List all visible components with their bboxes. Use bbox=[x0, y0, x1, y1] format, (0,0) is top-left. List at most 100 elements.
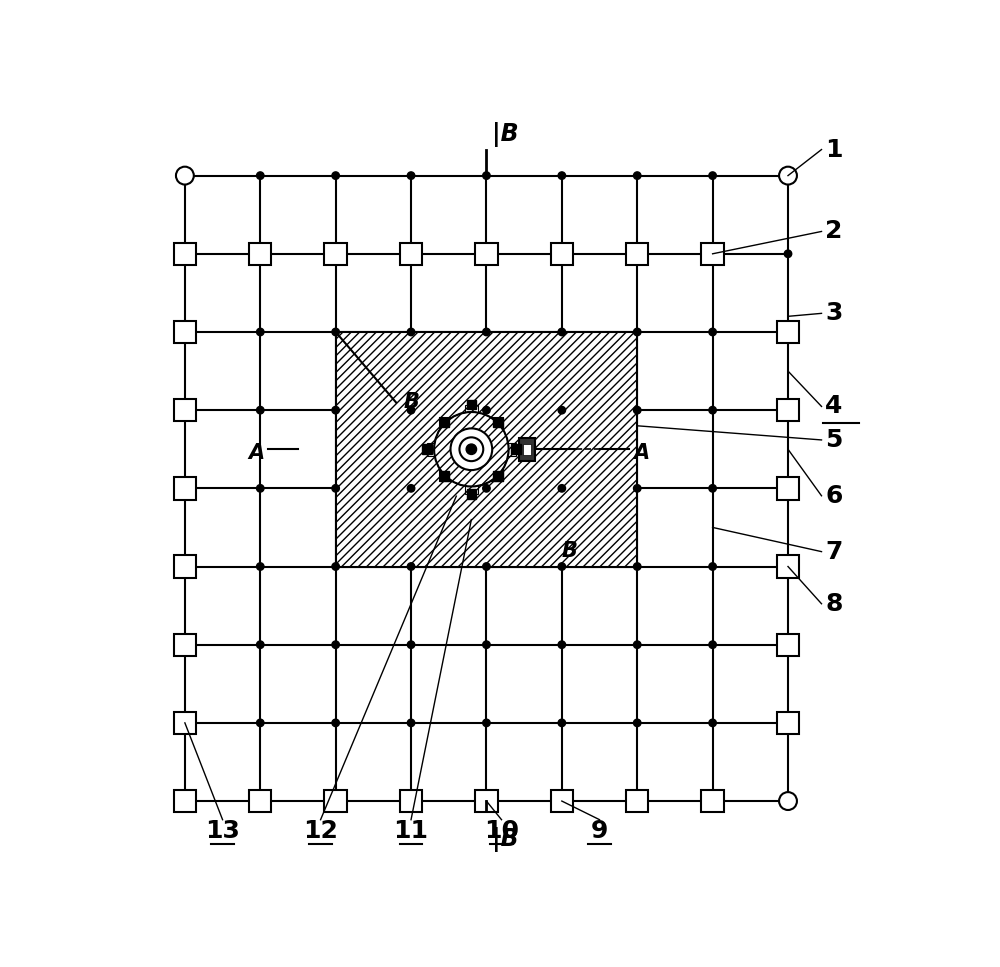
Circle shape bbox=[483, 328, 490, 336]
Bar bbox=[777, 477, 799, 500]
Circle shape bbox=[407, 641, 415, 649]
Bar bbox=[511, 445, 521, 454]
Circle shape bbox=[633, 798, 641, 805]
Circle shape bbox=[181, 641, 189, 649]
Circle shape bbox=[181, 719, 189, 726]
Circle shape bbox=[633, 719, 641, 726]
Circle shape bbox=[483, 172, 490, 179]
Circle shape bbox=[257, 328, 264, 336]
Bar bbox=[777, 633, 799, 656]
Circle shape bbox=[558, 798, 566, 805]
Bar bbox=[440, 471, 449, 481]
Circle shape bbox=[407, 798, 415, 805]
Circle shape bbox=[407, 250, 415, 257]
Circle shape bbox=[257, 641, 264, 649]
Text: 9: 9 bbox=[591, 819, 608, 843]
Bar bbox=[777, 399, 799, 422]
Bar bbox=[400, 790, 422, 812]
Bar bbox=[427, 443, 516, 456]
Bar bbox=[440, 418, 503, 481]
Bar bbox=[493, 471, 503, 481]
Circle shape bbox=[784, 406, 792, 414]
Bar bbox=[249, 243, 271, 265]
Bar bbox=[626, 243, 648, 265]
Circle shape bbox=[451, 428, 492, 470]
Bar bbox=[324, 243, 347, 265]
Circle shape bbox=[483, 563, 490, 571]
Circle shape bbox=[779, 792, 797, 810]
Circle shape bbox=[407, 563, 415, 571]
Circle shape bbox=[784, 563, 792, 571]
Bar bbox=[467, 489, 476, 499]
Text: 10: 10 bbox=[484, 819, 519, 843]
Bar bbox=[519, 438, 535, 460]
Bar bbox=[475, 790, 498, 812]
Text: 3: 3 bbox=[825, 302, 843, 325]
Circle shape bbox=[176, 792, 194, 810]
Bar bbox=[174, 399, 196, 422]
Circle shape bbox=[181, 250, 189, 257]
Circle shape bbox=[633, 250, 641, 257]
Circle shape bbox=[709, 798, 716, 805]
Circle shape bbox=[784, 719, 792, 726]
Circle shape bbox=[181, 484, 189, 492]
Circle shape bbox=[709, 484, 716, 492]
Circle shape bbox=[407, 328, 415, 336]
Text: 4: 4 bbox=[825, 395, 843, 419]
Circle shape bbox=[558, 250, 566, 257]
Bar bbox=[174, 633, 196, 656]
Circle shape bbox=[332, 328, 339, 336]
Circle shape bbox=[558, 719, 566, 726]
Bar bbox=[174, 321, 196, 343]
Bar bbox=[467, 399, 476, 409]
Circle shape bbox=[257, 719, 264, 726]
Circle shape bbox=[633, 641, 641, 649]
Circle shape bbox=[257, 406, 264, 414]
Circle shape bbox=[332, 172, 339, 179]
Text: 7: 7 bbox=[825, 540, 843, 564]
Circle shape bbox=[633, 484, 641, 492]
Circle shape bbox=[558, 328, 566, 336]
Circle shape bbox=[779, 166, 797, 185]
Bar bbox=[777, 712, 799, 734]
Circle shape bbox=[181, 328, 189, 336]
Circle shape bbox=[407, 406, 415, 414]
Circle shape bbox=[332, 250, 339, 257]
Text: 6: 6 bbox=[825, 484, 843, 508]
Circle shape bbox=[332, 563, 339, 571]
Text: 8: 8 bbox=[825, 592, 843, 616]
Circle shape bbox=[709, 563, 716, 571]
Circle shape bbox=[784, 484, 792, 492]
Circle shape bbox=[434, 412, 509, 486]
Circle shape bbox=[483, 719, 490, 726]
Circle shape bbox=[784, 328, 792, 336]
Circle shape bbox=[784, 641, 792, 649]
Circle shape bbox=[257, 563, 264, 571]
Bar bbox=[493, 418, 503, 427]
Circle shape bbox=[558, 406, 566, 414]
Circle shape bbox=[257, 484, 264, 492]
Circle shape bbox=[257, 250, 264, 257]
Text: A: A bbox=[248, 443, 264, 463]
Bar bbox=[626, 790, 648, 812]
Bar bbox=[427, 443, 516, 456]
Circle shape bbox=[633, 406, 641, 414]
Circle shape bbox=[709, 250, 716, 257]
Circle shape bbox=[633, 172, 641, 179]
Circle shape bbox=[332, 798, 339, 805]
Bar bbox=[465, 404, 478, 494]
Bar bbox=[174, 712, 196, 734]
Text: 5: 5 bbox=[825, 428, 843, 452]
Bar bbox=[422, 445, 432, 454]
Bar bbox=[174, 477, 196, 500]
Circle shape bbox=[709, 172, 716, 179]
Circle shape bbox=[257, 172, 264, 179]
Bar bbox=[174, 790, 196, 812]
Circle shape bbox=[558, 641, 566, 649]
Circle shape bbox=[784, 250, 792, 257]
Bar bbox=[777, 321, 799, 343]
Circle shape bbox=[633, 563, 641, 571]
Text: |B: |B bbox=[492, 827, 519, 852]
Circle shape bbox=[709, 406, 716, 414]
Circle shape bbox=[709, 641, 716, 649]
